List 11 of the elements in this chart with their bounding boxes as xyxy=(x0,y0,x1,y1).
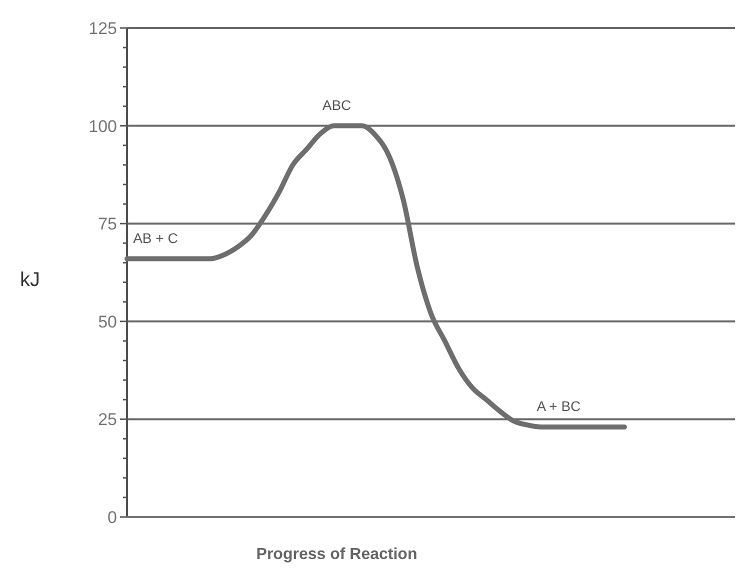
y-tick-label: 0 xyxy=(108,508,117,527)
annotation: AB + C xyxy=(133,230,178,246)
y-axis-title: kJ xyxy=(20,268,40,291)
x-axis-title: Progress of Reaction xyxy=(256,546,418,563)
y-tick-label: 75 xyxy=(98,214,117,234)
y-tick-label: 125 xyxy=(88,18,117,38)
annotation: ABC xyxy=(322,96,352,113)
annotation: A + BC xyxy=(536,398,581,414)
y-tick-label: 25 xyxy=(98,410,117,430)
y-tick-label: 100 xyxy=(88,116,117,136)
y-tick-label: 50 xyxy=(98,312,117,332)
